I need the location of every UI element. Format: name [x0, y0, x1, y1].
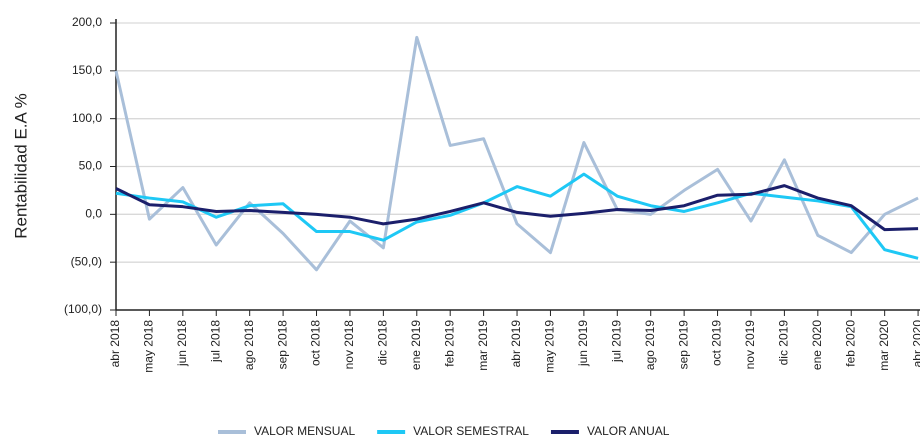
- x-tick-label: ago 2018: [242, 320, 256, 370]
- y-tick-label: 50,0: [79, 159, 103, 173]
- legend-label: VALOR SEMESTRAL: [413, 424, 529, 437]
- x-tick-label: dic 2018: [376, 320, 390, 366]
- x-tick-label: jul 2018: [208, 320, 222, 363]
- y-tick-label: (100,0): [64, 302, 102, 316]
- x-tick-label: mar 2019: [476, 320, 490, 371]
- x-tick-label: jun 2018: [175, 320, 189, 367]
- x-tick-label: ago 2019: [643, 320, 657, 370]
- x-tick-label: sep 2019: [676, 320, 690, 370]
- x-tick-label: dic 2019: [777, 320, 791, 366]
- legend-label: VALOR MENSUAL: [254, 424, 355, 437]
- x-tick-label: abr 2020: [910, 320, 920, 368]
- y-tick-label: 200,0: [72, 15, 102, 29]
- y-tick-label: 0,0: [85, 207, 102, 221]
- x-tick-label: may 2019: [543, 320, 557, 373]
- series-line: [115, 184, 919, 232]
- x-tick-label: abr 2018: [108, 320, 122, 368]
- x-tick-label: mar 2020: [877, 320, 891, 371]
- x-tick-label: jul 2019: [609, 320, 623, 363]
- x-tick-label: may 2018: [142, 320, 156, 373]
- y-tick-label: 150,0: [72, 63, 102, 77]
- y-axis-title: Rentabilidad E.A %: [11, 93, 30, 239]
- series-line: [114, 35, 919, 272]
- series-line: [115, 172, 919, 260]
- x-tick-label: jun 2019: [576, 320, 590, 367]
- x-tick-label: oct 2018: [309, 320, 323, 366]
- y-tick-label: (50,0): [71, 254, 102, 268]
- x-tick-label: abr 2019: [509, 320, 523, 368]
- x-tick-label: sep 2018: [275, 320, 289, 370]
- legend-label: VALOR ANUAL: [587, 424, 670, 437]
- x-tick-label: feb 2020: [843, 320, 857, 367]
- x-tick-label: ene 2020: [810, 320, 824, 370]
- x-tick-label: oct 2019: [710, 320, 724, 366]
- x-tick-label: ene 2019: [409, 320, 423, 370]
- x-tick-label: nov 2018: [342, 320, 356, 370]
- x-tick-label: nov 2019: [743, 320, 757, 370]
- y-tick-label: 100,0: [72, 111, 102, 125]
- x-tick-label: feb 2019: [442, 320, 456, 367]
